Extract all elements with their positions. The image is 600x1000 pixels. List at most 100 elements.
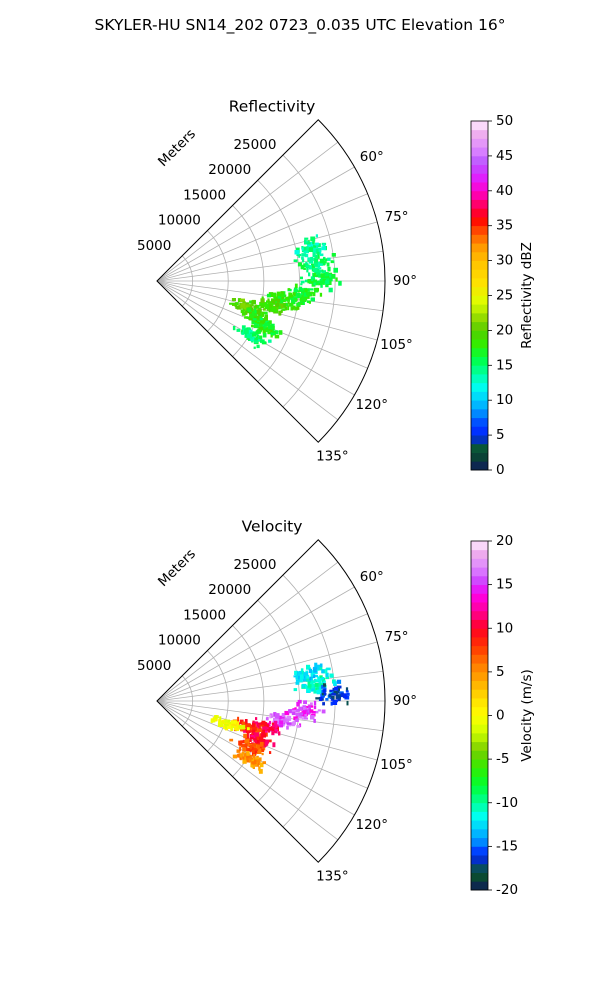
- panel-1-colorbar-tick-label: 10: [496, 392, 513, 408]
- panel-2-echo-gate: [251, 729, 256, 734]
- panel-2-echo-gate: [311, 711, 316, 714]
- panel-1-colorbar-segment: [471, 417, 488, 427]
- panel-2-colorbar-segment: [471, 767, 488, 777]
- panel-2-echo-gate: [242, 759, 247, 764]
- panel-1-echo-gate: [294, 307, 298, 311]
- panel-1-echo-gate: [255, 304, 260, 309]
- panel-2-echo-gate: [274, 713, 280, 719]
- panel-2-echo-gate: [319, 683, 324, 686]
- panel-1-echo-gate: [315, 242, 319, 246]
- panel-1-echo-gate: [327, 266, 331, 272]
- panel-1-colorbar-segment: [471, 400, 488, 410]
- panel-2-angle-tick-label: 105°: [380, 757, 413, 773]
- panel-2-echo-gate: [261, 752, 264, 756]
- panel-2-echo-gate: [274, 729, 278, 732]
- panel-1-echo-gate: [262, 326, 268, 329]
- panel-1-echo-gate: [307, 257, 311, 261]
- panel-2-echo-gate: [310, 702, 313, 706]
- panel-2-echo-gate: [296, 709, 299, 713]
- panel-1-angle-tick-label: 120°: [356, 397, 389, 413]
- panel-2-echo-gate: [258, 748, 262, 751]
- panel-2-echo-gate: [346, 692, 350, 696]
- panel-1-echo-gate: [244, 333, 249, 338]
- panel-1-echo-gate: [307, 244, 310, 248]
- panel-2-colorbar-segment: [471, 602, 488, 612]
- panel-1-echo-gate: [271, 307, 277, 312]
- panel-2-echo-gate: [298, 675, 302, 680]
- panel-2-echo-gate: [288, 709, 292, 713]
- panel-2-echo-gate: [318, 678, 322, 684]
- panel-2-echo-gate: [329, 673, 334, 678]
- panel-1-colorbar-segment: [471, 260, 488, 270]
- panel-1-echo-gate: [268, 292, 274, 297]
- panel-1-echo-gate: [304, 253, 309, 258]
- panel-1-range-ring: [282, 154, 336, 408]
- panel-2-colorbar-segment: [471, 794, 488, 804]
- panel-1-echo-gate: [308, 247, 314, 252]
- panel-1-echo-gate: [297, 262, 303, 267]
- panel-1-echo-gate: [259, 335, 263, 341]
- panel-2-echo-gate: [243, 724, 249, 728]
- panel-1-echo-gate: [299, 296, 303, 302]
- panel-1-echo-gate: [323, 256, 326, 261]
- panel-2-echo-gate: [291, 721, 296, 727]
- panel-2-echo-gate: [253, 753, 256, 758]
- panel-2-colorbar-segment: [471, 584, 488, 594]
- panel-2-echo-gate: [272, 742, 276, 748]
- panel-1-echo-gate: [310, 236, 316, 242]
- panel-2-radial-gridline: [156, 670, 384, 702]
- panel-1-echo-gate: [301, 297, 307, 302]
- panel-1-echo-gate: [313, 247, 318, 253]
- panel-2-echo-gate: [302, 675, 308, 680]
- panel-1-echo-gate: [282, 298, 287, 301]
- panel-1-echo-gate: [270, 328, 273, 332]
- panel-2-angle-tick-label: 135°: [316, 868, 349, 884]
- panel-1-echo-gate: [319, 278, 322, 281]
- panel-2-echo-gate: [310, 715, 315, 720]
- panel-2-echo-gate: [305, 706, 309, 709]
- panel-2-echo-gate: [259, 762, 264, 768]
- panel-2-echo-gate: [307, 681, 312, 685]
- panel-1-echo-gate: [338, 280, 342, 286]
- panel-2-colorbar-segment: [471, 724, 488, 734]
- panel-2-colorbar-segment: [471, 785, 488, 795]
- panel-2-echo-gate: [252, 726, 257, 732]
- panel-1-echo-gate: [316, 243, 321, 247]
- panel-2-echo-gate: [246, 757, 249, 761]
- panel-1-colorbar-segment: [471, 321, 488, 331]
- panel-1-echo-gate: [287, 305, 290, 311]
- panel-1-echo-gate: [319, 253, 324, 257]
- panel-2-echo-gate: [253, 737, 259, 740]
- panel-2-colorbar-segment: [471, 741, 488, 751]
- panel-1-echo-gate: [289, 295, 294, 300]
- panel-1-colorbar-segment: [471, 269, 488, 279]
- panel-2-echo-gate: [310, 683, 315, 689]
- panel-1-echo-gate: [305, 241, 309, 244]
- panel-1-echo-gate: [251, 324, 254, 328]
- panel-2-echo-gate: [233, 720, 237, 723]
- panel-2-echo-gate: [255, 723, 260, 726]
- panel-2-echo-gate: [231, 723, 236, 726]
- panel-2-colorbar-segment: [471, 654, 488, 664]
- panel-1-echo-gate: [306, 242, 311, 245]
- panel-1-echo-gate: [325, 272, 329, 276]
- panel-2-colorbar-segment: [471, 680, 488, 690]
- panel-1-colorbar-segment: [471, 155, 488, 166]
- panel-1-echo-gate: [303, 288, 308, 292]
- panel-1-range-ring: [257, 179, 300, 383]
- panel-2-echo-gate: [259, 741, 264, 747]
- panel-1-echo-gate: [293, 259, 298, 262]
- panel-2-echo-gate: [254, 732, 259, 737]
- panel-2-angle-tick-label: 75°: [385, 629, 409, 645]
- panel-1-echo-gate: [236, 302, 239, 305]
- panel-2-echo-gate: [250, 746, 256, 751]
- panel-1-echo-gate: [270, 332, 276, 336]
- panel-1-colorbar-segment: [471, 356, 488, 366]
- panel-2-echo-gate: [259, 724, 264, 727]
- panel-1-echo-gate: [277, 295, 282, 301]
- panel-1-echo-gate: [289, 302, 294, 307]
- panel-1-echo-gate: [318, 273, 323, 278]
- panel-1-echo-gate: [301, 258, 305, 263]
- panel-2-echo-gate: [256, 744, 260, 750]
- panel-2-echo-gate: [232, 754, 238, 759]
